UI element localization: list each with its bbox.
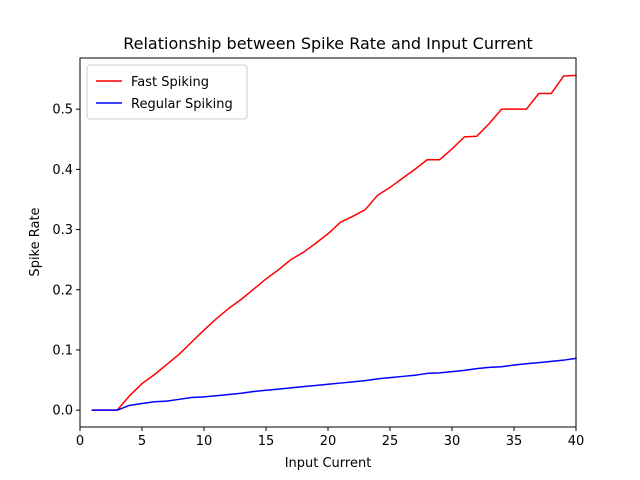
- legend-box: [86, 64, 248, 120]
- y-tick-label: 0.2: [52, 283, 73, 298]
- y-tick-label: 0.3: [52, 223, 73, 238]
- chart-title: Relationship between Spike Rate and Inpu…: [123, 34, 533, 53]
- x-tick-label: 20: [320, 434, 337, 449]
- plot-area: 0 5 10 15 20 25 30 35 40 0.0 0.1 0.2 0.3 0.4 0.5: [52, 57, 585, 449]
- y-tick-label: 0.0: [52, 404, 73, 419]
- legend: Fast Spiking Regular Spiking: [86, 64, 248, 120]
- x-tick-label: 40: [568, 434, 585, 449]
- legend-label-1: Regular Spiking: [131, 97, 233, 112]
- y-tick-label: 0.4: [52, 163, 73, 178]
- x-tick-label: 5: [138, 434, 146, 449]
- x-tick-label: 30: [444, 434, 461, 449]
- x-tick-label: 0: [76, 434, 84, 449]
- x-tick-label: 35: [506, 434, 523, 449]
- x-tick-label: 10: [196, 434, 213, 449]
- y-axis-label: Spike Rate: [28, 207, 43, 276]
- legend-label-0: Fast Spiking: [131, 75, 209, 90]
- series-line-0: [91, 74, 577, 411]
- x-tick-label: 15: [258, 434, 275, 449]
- y-tick-label: 0.1: [52, 343, 73, 358]
- x-axis-label: Input Current: [285, 456, 372, 471]
- x-tick-label: 25: [382, 434, 399, 449]
- y-tick-label: 0.5: [52, 103, 73, 118]
- series-line-1: [91, 357, 577, 411]
